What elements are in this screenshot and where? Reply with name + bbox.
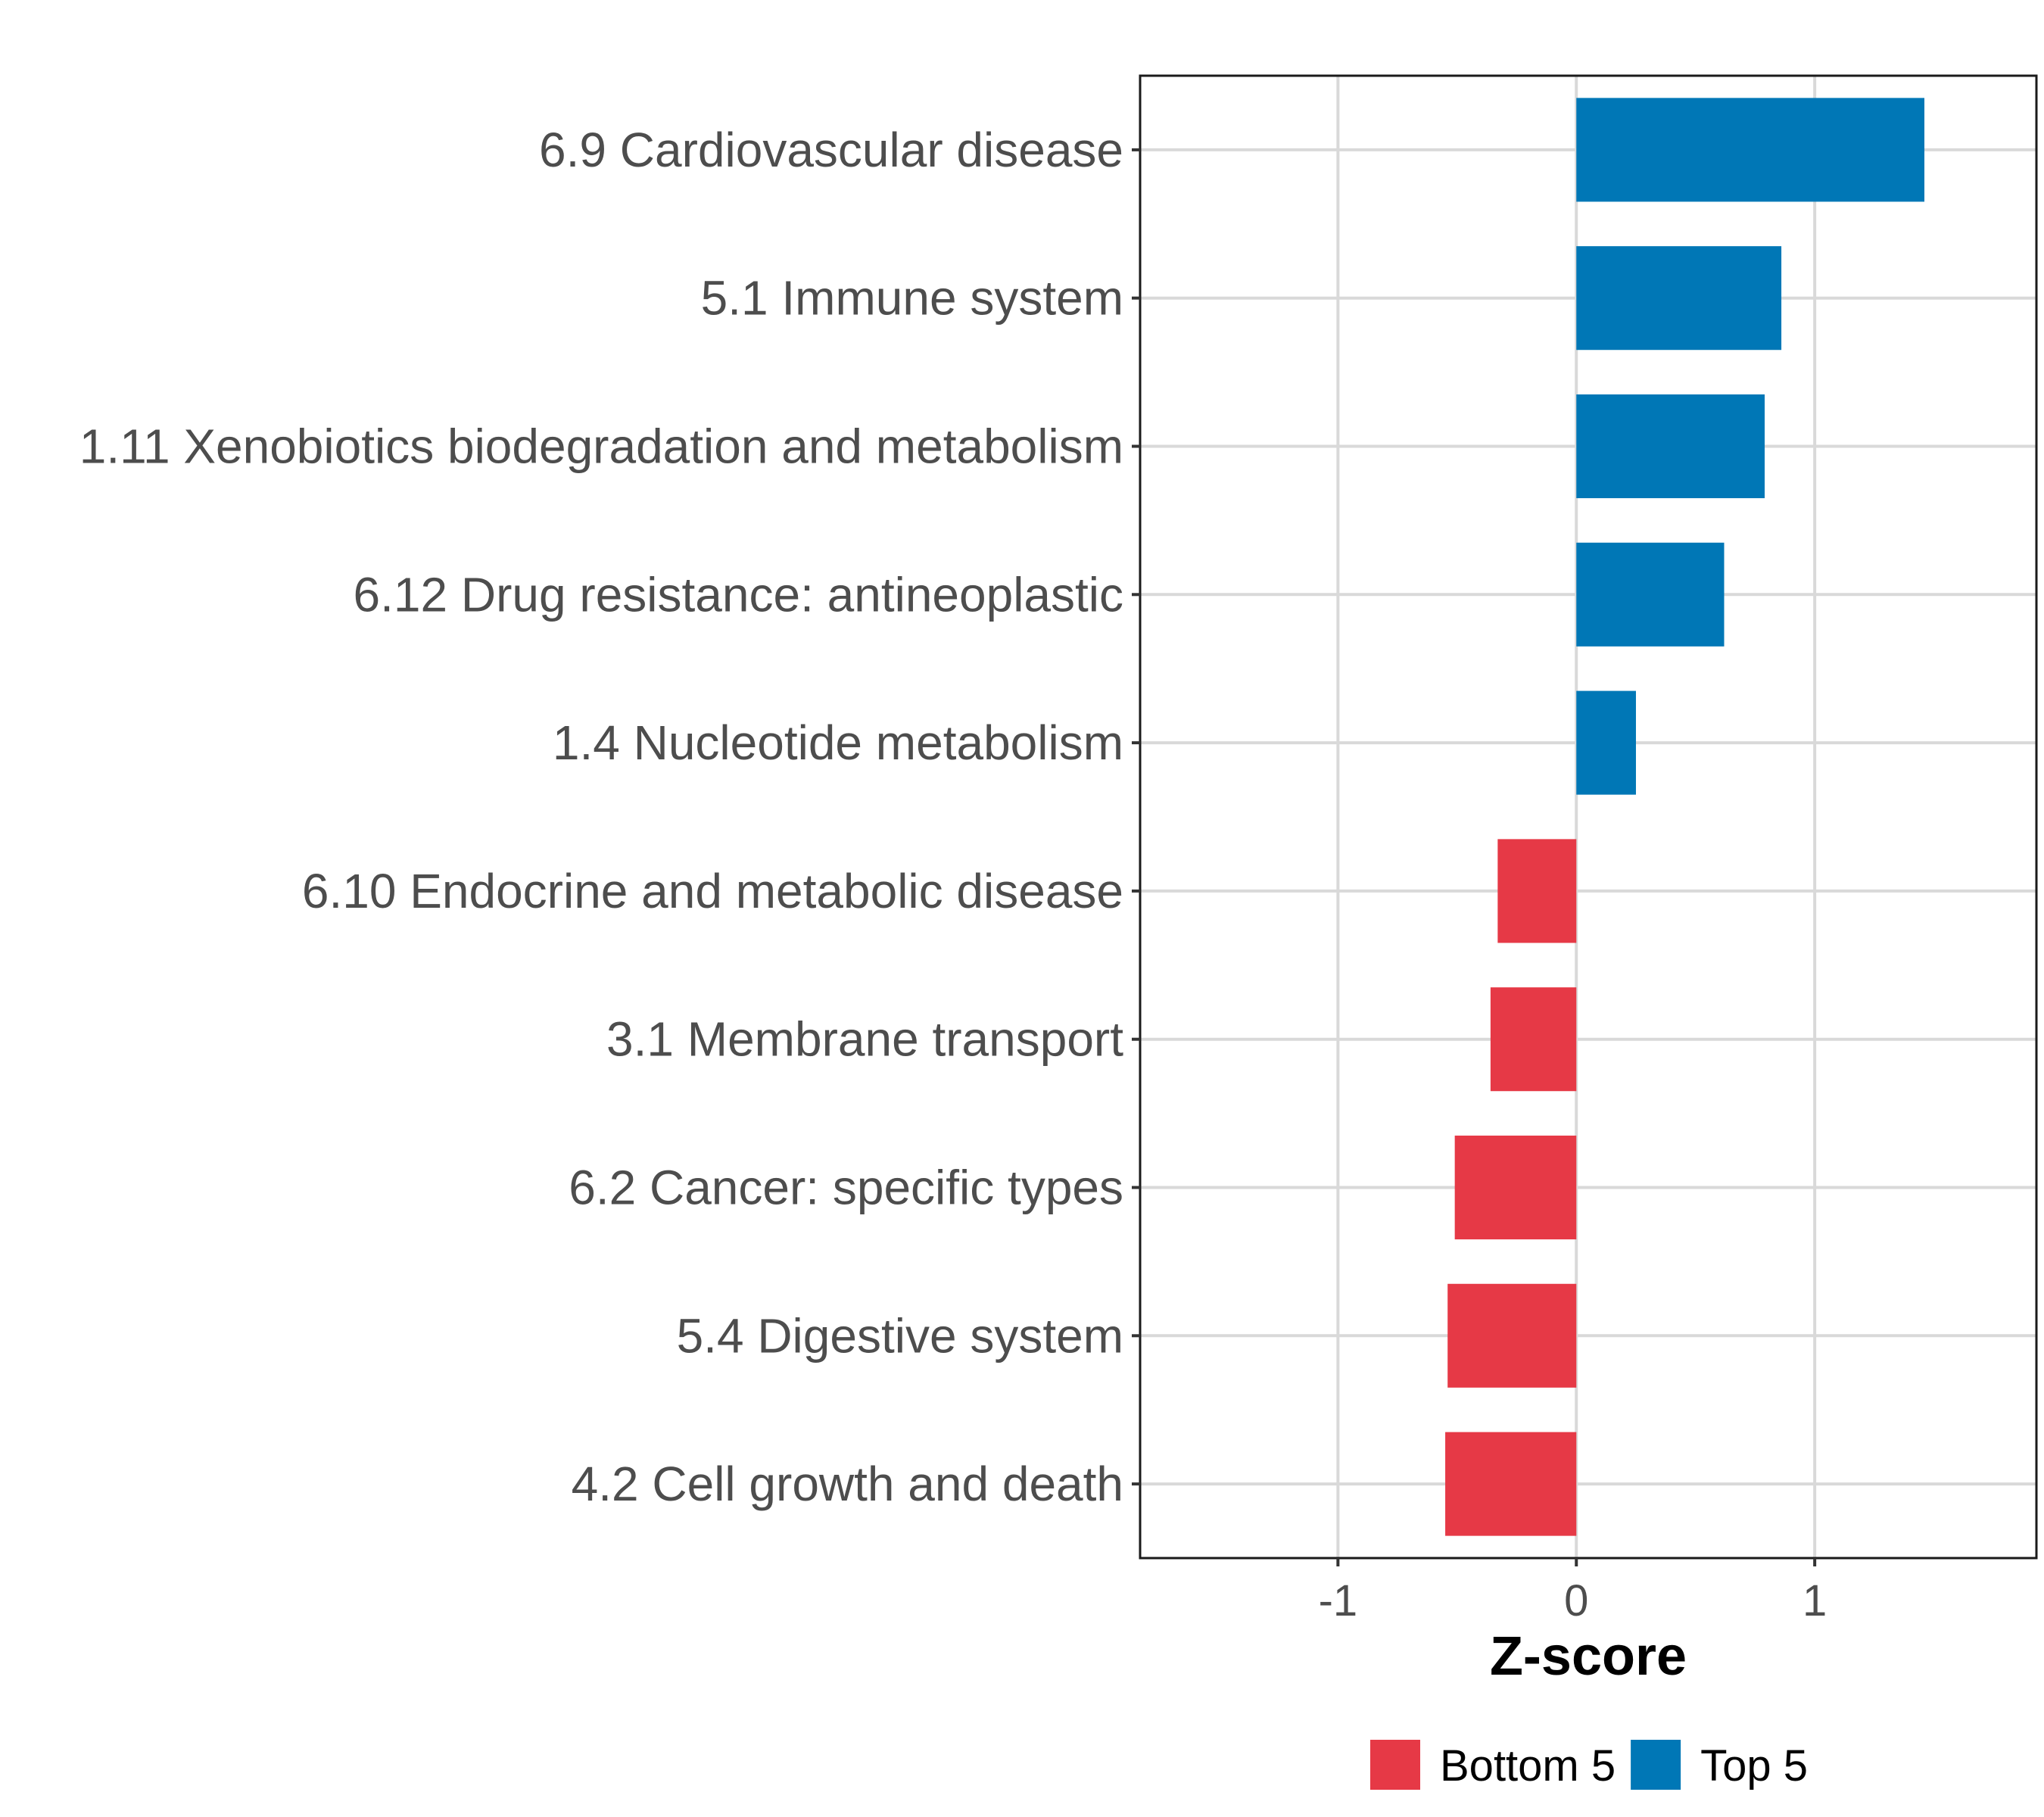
y-axis: 6.9 Cardiovascular disease 5.1 Immune sys… <box>79 123 1140 1511</box>
x-tick-label: -1 <box>1319 1576 1358 1625</box>
legend: Bottom 5 Top 5 <box>1370 1740 1808 1791</box>
plot-panel-border <box>1139 74 2038 1560</box>
legend-label: Bottom 5 <box>1440 1741 1616 1791</box>
category-label: 6.10 Endocrine and metabolic disease <box>302 864 1123 918</box>
bars <box>1445 98 1924 1536</box>
bar <box>1576 98 1924 202</box>
category-label: 6.9 Cardiovascular disease <box>539 123 1123 177</box>
x-tick-label: 0 <box>1564 1576 1588 1625</box>
grid-lines <box>1140 76 2036 1558</box>
category-label: 5.1 Immune system <box>701 271 1123 326</box>
x-tick-label: 1 <box>1803 1576 1827 1625</box>
category-label: 6.2 Cancer: specific types <box>569 1161 1123 1215</box>
category-label: 1.11 Xenobiotics biodegradation and meta… <box>79 419 1123 474</box>
bar <box>1576 690 1636 795</box>
category-label: 3.1 Membrane transport <box>606 1012 1123 1067</box>
x-axis: -1 0 1 <box>1319 1558 1827 1625</box>
bar <box>1454 1135 1577 1240</box>
category-label: 6.12 Drug resistance: antineoplastic <box>354 567 1123 622</box>
bar <box>1447 1283 1577 1388</box>
bar <box>1576 246 1782 351</box>
bar <box>1576 394 1765 499</box>
legend-label: Top 5 <box>1700 1741 1808 1791</box>
bar <box>1576 542 1725 647</box>
bar <box>1490 987 1577 1092</box>
bar <box>1445 1432 1577 1536</box>
legend-key <box>1631 1740 1681 1790</box>
category-label: 1.4 Nucleotide metabolism <box>553 715 1123 770</box>
x-axis-title: Z-score <box>1490 1626 1687 1687</box>
category-label: 5.4 Digestive system <box>677 1308 1123 1363</box>
bar <box>1497 839 1577 943</box>
category-label: 4.2 Cell growth and death <box>572 1457 1123 1511</box>
legend-key <box>1370 1740 1420 1790</box>
